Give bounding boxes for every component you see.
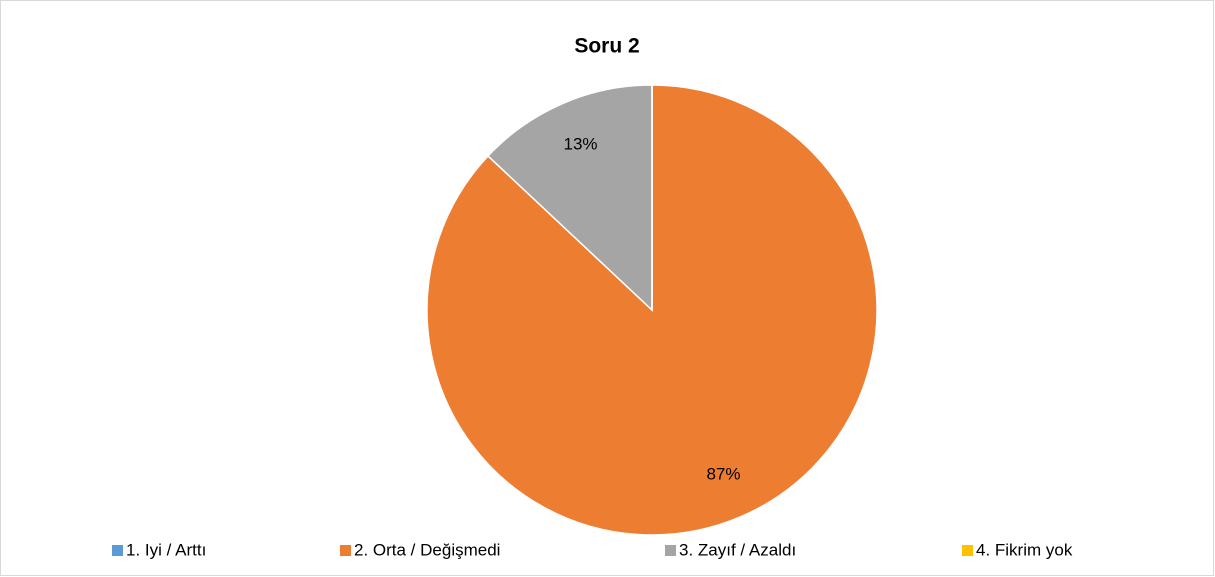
legend-label: 1. Iyi / Arttı — [126, 540, 206, 559]
legend-swatch — [962, 545, 973, 556]
pie-slice — [486, 84, 653, 312]
data-label: 13% — [563, 134, 597, 153]
legend-swatch — [112, 545, 123, 556]
data-label: 87% — [706, 465, 740, 484]
legend-label: 4. Fikrim yok — [976, 540, 1073, 559]
legend-label: 2. Orta / Değişmedi — [354, 540, 500, 559]
legend-swatch — [340, 545, 351, 556]
legend-swatch — [665, 545, 676, 556]
chart-title: Soru 2 — [574, 35, 639, 58]
legend-label: 3. Zayıf / Azaldı — [679, 540, 796, 559]
